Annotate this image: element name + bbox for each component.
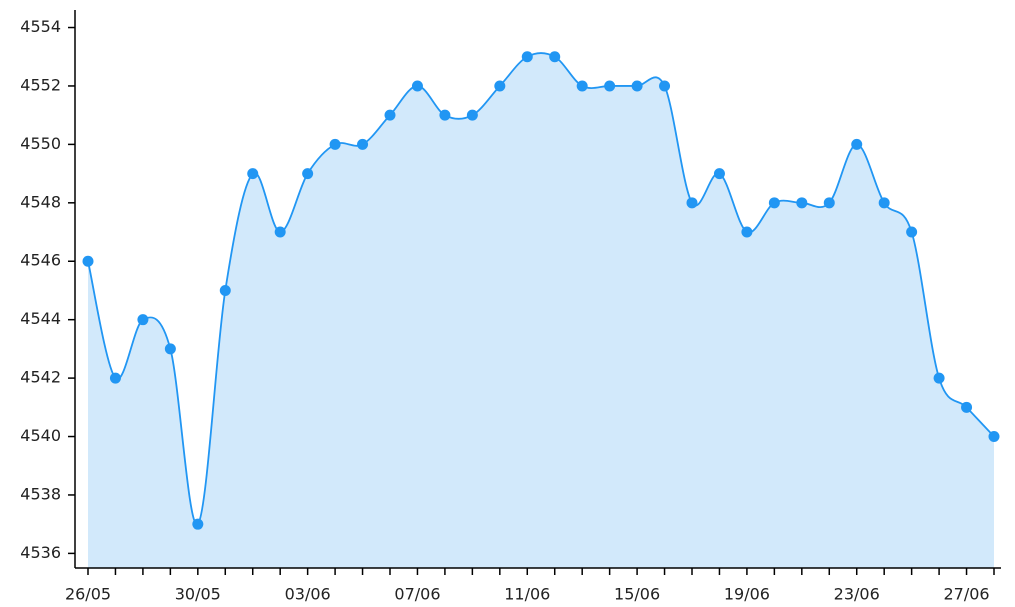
point (494, 80, 506, 92)
point (988, 431, 1000, 443)
point (713, 168, 725, 180)
y-tick-label: 4554 (20, 17, 61, 36)
point (521, 51, 533, 63)
x-tick-label: 23/06 (834, 585, 880, 604)
y-tick-label: 4542 (20, 368, 61, 387)
point (329, 138, 341, 150)
y-tick-label: 4538 (20, 484, 61, 503)
point (823, 197, 835, 209)
point (604, 80, 616, 92)
x-tick-label: 07/06 (394, 585, 440, 604)
point (796, 197, 808, 209)
point (851, 138, 863, 150)
point (274, 226, 286, 238)
point (109, 372, 121, 384)
x-tick-label: 30/05 (175, 585, 221, 604)
point (659, 80, 671, 92)
point (439, 109, 451, 121)
x-tick-label: 11/06 (504, 585, 550, 604)
point (137, 314, 149, 326)
point (302, 168, 314, 180)
point (357, 138, 369, 150)
y-tick-label: 4544 (20, 309, 61, 328)
point (741, 226, 753, 238)
y-tick-label: 4536 (20, 543, 61, 562)
point (164, 343, 176, 355)
y-tick-label: 4540 (20, 426, 61, 445)
point (768, 197, 780, 209)
x-tick-label: 27/06 (943, 585, 989, 604)
point (247, 168, 259, 180)
y-tick-label: 4550 (20, 134, 61, 153)
point (961, 401, 973, 413)
point (576, 80, 588, 92)
x-tick-label: 19/06 (724, 585, 770, 604)
point (219, 284, 231, 296)
y-tick-label: 4552 (20, 75, 61, 94)
point (82, 255, 94, 267)
x-tick-label: 15/06 (614, 585, 660, 604)
point (906, 226, 918, 238)
x-tick-label: 03/06 (285, 585, 331, 604)
point (631, 80, 643, 92)
x-tick-label: 26/05 (65, 585, 111, 604)
point (466, 109, 478, 121)
area (88, 53, 994, 569)
point (411, 80, 423, 92)
point (933, 372, 945, 384)
point (878, 197, 890, 209)
point (686, 197, 698, 209)
point (384, 109, 396, 121)
point (549, 51, 561, 63)
y-tick-label: 4548 (20, 192, 61, 211)
y-tick-label: 4546 (20, 251, 61, 270)
point (192, 518, 204, 530)
